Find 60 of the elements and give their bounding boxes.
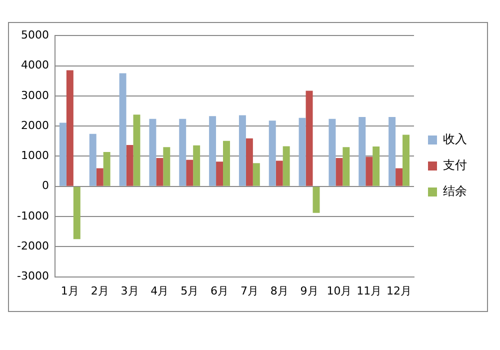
bar [372,146,380,186]
x-tick-label: 5月 [180,284,199,298]
y-tick-label: 4000 [20,58,49,72]
x-tick-label: 3月 [120,284,139,298]
x-tick-label: 2月 [90,284,109,298]
bar [163,147,170,186]
bar [238,115,246,186]
y-tick-label: 3000 [20,88,49,102]
legend-label: 结余 [443,184,467,198]
bar [126,145,134,186]
bar [306,90,313,186]
bar [89,134,96,186]
bar [268,120,276,186]
x-tick-label: 12月 [386,284,412,298]
bar [186,160,194,186]
x-tick-label: 10月 [326,284,352,298]
x-tick-label: 4月 [150,284,169,298]
y-tick-label: -2000 [16,240,49,253]
bar [66,70,74,186]
bar [156,158,164,186]
bar [336,158,343,186]
y-tick-label: -1000 [16,209,49,222]
bar [193,145,200,186]
x-tick-label: 1月 [60,284,79,298]
bar [73,186,80,240]
bar [103,152,110,186]
bar [328,118,336,186]
bar [209,116,216,186]
x-tick-label: 8月 [270,284,288,298]
bar [119,73,126,186]
bar [388,117,396,186]
x-tick-label: 11月 [356,284,382,298]
bar [133,114,140,186]
bar [358,117,366,186]
bar [276,160,283,186]
legend-label: 收入 [443,132,467,146]
y-tick-label: 1000 [20,149,49,162]
bar [223,140,230,186]
legend-label: 支付 [443,158,467,172]
bar [216,162,224,186]
bar [179,118,186,186]
bar [366,156,373,186]
x-tick-label: 7月 [240,284,258,298]
bar [96,168,104,186]
bar [312,186,320,213]
x-tick-label: 9月 [300,284,318,298]
y-tick-label: 0 [42,179,49,192]
y-tick-label: -3000 [16,270,49,283]
bar [298,118,306,186]
bar [342,147,350,186]
bar [396,168,403,186]
bar [246,138,253,186]
bar [402,134,410,186]
bar [252,163,260,186]
y-tick-label: 2000 [20,118,49,132]
y-tick-label: 5000 [20,28,49,42]
bar [149,118,156,186]
bar [282,146,290,186]
bar [59,122,66,186]
x-tick-label: 6月 [210,284,229,298]
